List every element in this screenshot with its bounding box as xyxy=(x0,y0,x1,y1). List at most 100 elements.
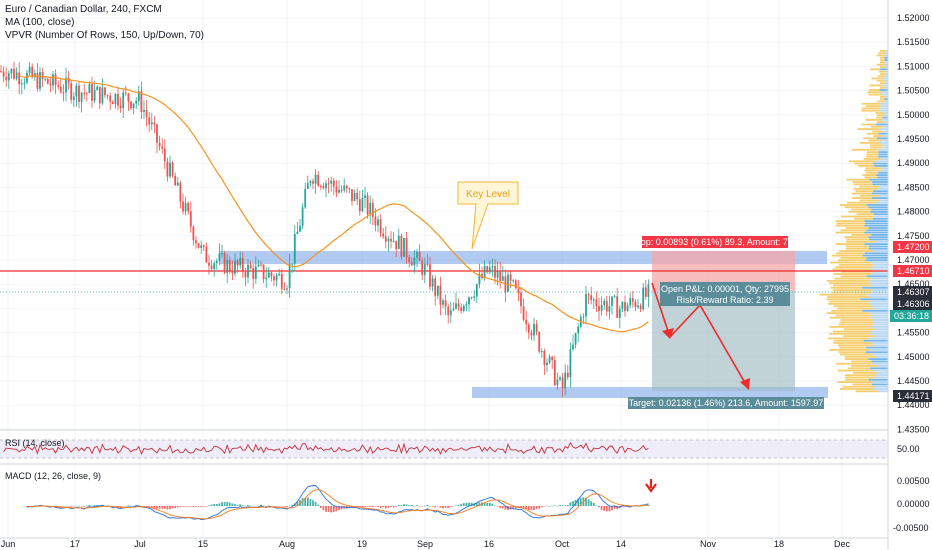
vpvr-bar xyxy=(885,50,888,52)
vpvr-bar xyxy=(835,220,865,222)
vpvr-bar xyxy=(839,250,874,252)
candle-body xyxy=(382,233,385,237)
vpvr-bar xyxy=(876,121,885,124)
time-tick: 14 xyxy=(616,539,626,549)
vpvr-bar xyxy=(873,321,888,324)
macd-bar xyxy=(67,506,70,507)
key-level-callout[interactable]: Key Level xyxy=(457,181,519,250)
candle-body xyxy=(501,276,504,281)
vpvr-bar xyxy=(863,339,888,342)
macd-bar xyxy=(423,505,426,507)
vpvr-bar xyxy=(884,121,888,124)
vpvr-bar xyxy=(879,142,888,144)
candle-body xyxy=(124,92,127,94)
candle-body xyxy=(111,101,114,105)
vpvr-bar xyxy=(882,116,888,119)
vpvr-bar xyxy=(873,353,888,356)
macd-bar xyxy=(148,506,151,507)
candle-body xyxy=(75,85,78,97)
candle-body xyxy=(145,109,148,118)
candle-body xyxy=(345,185,348,189)
macd-bar xyxy=(296,501,299,506)
price-tick: 1.48000 xyxy=(897,207,930,217)
candle-body xyxy=(254,266,257,279)
price-tick: 1.43500 xyxy=(897,424,930,434)
macd-bar xyxy=(213,503,216,506)
candle-body xyxy=(644,287,647,297)
price-axis[interactable]: 1.52000 1.51500 1.51000 1.50500 1.50000 1.495… xyxy=(897,13,930,434)
macd-bar xyxy=(603,506,606,511)
vpvr-bar xyxy=(871,268,888,271)
macd-bar xyxy=(387,506,390,508)
vpvr-bar xyxy=(851,197,872,199)
price-tick: 1.47000 xyxy=(897,255,930,265)
macd-bar xyxy=(436,506,439,507)
macd-bar xyxy=(275,506,278,507)
macd-bar xyxy=(117,506,119,507)
vpvr-bar xyxy=(884,112,888,114)
ma-legend[interactable]: MA (100, close) xyxy=(5,17,75,28)
vpvr-bar xyxy=(847,201,876,204)
vpvr-bar xyxy=(866,155,879,158)
vpvr-bar xyxy=(832,289,872,291)
time-axis[interactable]: Jun 17 Jul 15 Aug 19 Sep 16 Oct 14 Nov 18 Dec xyxy=(1,539,851,549)
vpvr-bar xyxy=(876,63,885,66)
candle-body xyxy=(28,66,31,73)
candle-body xyxy=(205,246,208,263)
vpvr-bar xyxy=(835,224,865,227)
vpvr-bar xyxy=(871,289,888,291)
vpvr-bar xyxy=(880,98,885,101)
candle-body xyxy=(561,377,564,389)
vpvr-bar xyxy=(837,307,873,310)
candle-body xyxy=(361,198,364,212)
vpvr-bar xyxy=(878,153,888,156)
candle-body xyxy=(608,305,611,312)
macd-bar xyxy=(260,504,262,506)
macd-bar xyxy=(93,505,96,506)
candle-body xyxy=(234,260,236,274)
vpvr-bar xyxy=(871,284,888,287)
macd-bar xyxy=(223,502,226,506)
vpvr-bar xyxy=(871,125,883,128)
vpvr-bar xyxy=(880,169,888,172)
candle-body xyxy=(496,271,499,278)
candle-body xyxy=(176,182,179,186)
vpvr-bar xyxy=(868,247,888,250)
candle-body xyxy=(78,85,80,102)
vpvr-bar xyxy=(832,268,872,271)
candle-body xyxy=(429,264,431,287)
candle-body xyxy=(213,263,216,269)
candle-body xyxy=(7,73,10,81)
candle-body xyxy=(161,146,164,149)
candle-body xyxy=(564,372,567,389)
macd-bar xyxy=(522,506,525,509)
macd-bar xyxy=(561,505,564,506)
vpvr-bar xyxy=(876,160,888,163)
candle-body xyxy=(366,195,369,215)
candle-body xyxy=(538,332,541,352)
macd-bar xyxy=(551,505,554,507)
candle-body xyxy=(403,237,405,257)
candle-body xyxy=(2,71,5,77)
price-badges: 1.47200 1.46710 1.46307 1.46306 03:36:18… xyxy=(890,241,932,402)
candle-body xyxy=(421,260,424,275)
resistance-price-badge: 1.46710 xyxy=(897,266,930,276)
vpvr-bar xyxy=(840,275,867,278)
candle-body xyxy=(72,96,75,100)
candle-body xyxy=(460,307,463,311)
vpvr-legend[interactable]: VPVR (Number Of Rows, 150, Up/Down, 70) xyxy=(5,30,204,41)
candle-body xyxy=(182,201,184,212)
macd-bar xyxy=(564,505,567,506)
macd-bar xyxy=(205,506,208,507)
candle-body xyxy=(527,324,530,333)
candle-body xyxy=(119,105,122,109)
candle-body xyxy=(283,288,286,290)
candle-body xyxy=(98,86,101,104)
price-tick: 1.50500 xyxy=(897,86,930,96)
vpvr-bar xyxy=(867,91,882,94)
macd-bar xyxy=(187,506,190,507)
candle-body xyxy=(392,240,395,242)
vpvr-bar xyxy=(852,181,873,183)
symbol-legend[interactable]: Euro / Canadian Dollar, 240, FXCM xyxy=(5,4,162,15)
